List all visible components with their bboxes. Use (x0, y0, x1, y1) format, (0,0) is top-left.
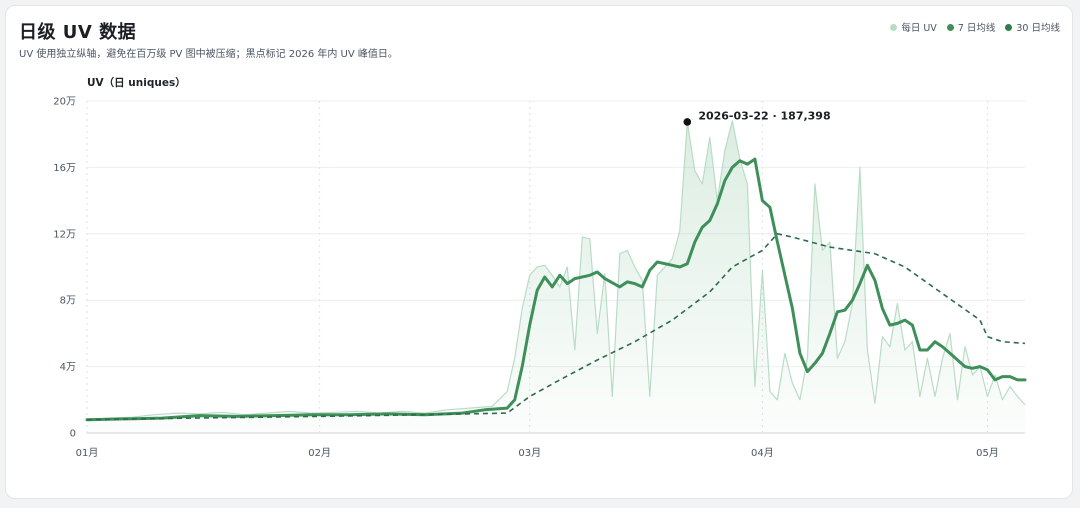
y-tick-label: 16万 (53, 163, 76, 174)
chart-subtitle: UV 使用独立纵轴，避免在百万级 PV 图中被压缩；黑点标记 2026 年内 U… (19, 49, 398, 60)
legend-label-daily-uv: 每日 UV (901, 23, 937, 34)
legend-item-daily-uv[interactable]: 每日 UV (890, 20, 937, 34)
x-tick-label: 03月 (518, 447, 541, 459)
legend-label-7d-average: 7 日均线 (957, 23, 996, 34)
legend-item-30d-average[interactable]: 30 日均线 (1005, 20, 1060, 34)
legend-item-7d-average[interactable]: 7 日均线 (946, 20, 996, 34)
daily-uv-line (86, 120, 1026, 421)
uv-7d-average-line (85, 157, 1027, 422)
uv-30d-average-line (86, 233, 1026, 421)
y-tick-label: 0 (70, 429, 76, 440)
daily-uv-area (87, 120, 1025, 434)
legend-swatch-30d-average (1005, 23, 1013, 31)
x-tick-label: 04月 (751, 447, 774, 459)
chart-card: 日级 UV 数据 UV 使用独立纵轴，避免在百万级 PV 图中被压缩；黑点标记 … (5, 5, 1073, 499)
x-tick-label: 05月 (976, 447, 999, 459)
peak-marker (683, 118, 692, 126)
x-tick-label: 01月 (76, 447, 99, 459)
y-tick-label: 4万 (60, 362, 76, 373)
y-tick-label: 20万 (53, 97, 76, 108)
y-axis-label: UV（日 uniques） (87, 76, 186, 89)
uv-line-chart: UV（日 uniques） 0 4万 8万 12万 16万 20万 01月 02月 03月 04… (53, 76, 1027, 459)
legend: 每日 UV 7 日均线 30 日均线 (890, 20, 1060, 34)
x-tick-label: 02月 (308, 447, 331, 459)
chart-title: 日级 UV 数据 (19, 22, 137, 43)
y-tick-label: 12万 (53, 229, 76, 240)
legend-swatch-daily-uv (890, 23, 898, 31)
legend-label-30d-average: 30 日均线 (1016, 23, 1060, 34)
legend-swatch-7d-average (946, 23, 954, 31)
peak-label: 2026-03-22 · 187,398 (698, 109, 830, 122)
y-tick-label: 8万 (60, 296, 76, 307)
